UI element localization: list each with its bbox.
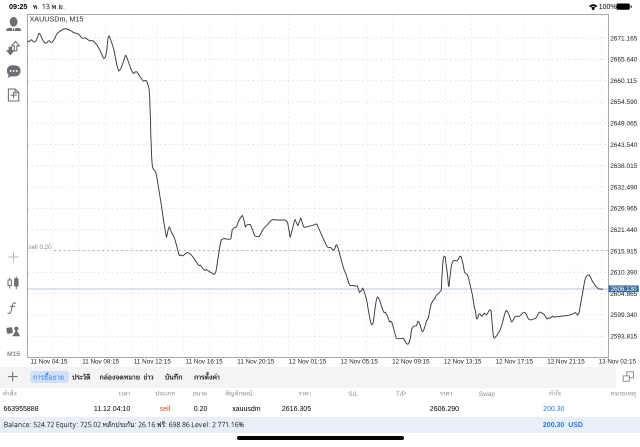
svg-text:2610.390: 2610.390 [610, 270, 637, 277]
svg-text:2654.590: 2654.590 [610, 99, 637, 106]
svg-text:2604.865: 2604.865 [610, 291, 637, 298]
svg-text:11 Nov 04:15: 11 Nov 04:15 [31, 359, 68, 366]
svg-text:12 Nov 21:15: 12 Nov 21:15 [547, 359, 585, 366]
svg-text:XAUUSDm, M15: XAUUSDm, M15 [30, 15, 84, 24]
svg-text:2671.165: 2671.165 [610, 35, 637, 42]
svg-text:2626.965: 2626.965 [610, 206, 637, 213]
svg-text:11 Nov 08:15: 11 Nov 08:15 [82, 359, 119, 366]
svg-text:11 Nov 16:15: 11 Nov 16:15 [186, 359, 223, 366]
svg-text:2649.065: 2649.065 [610, 121, 637, 128]
svg-text:2615.915: 2615.915 [610, 248, 637, 255]
svg-text:12 Nov 13:15: 12 Nov 13:15 [444, 359, 482, 366]
svg-text:2638.015: 2638.015 [610, 163, 637, 170]
svg-text:2632.490: 2632.490 [610, 184, 637, 191]
svg-text:12 Nov 17:15: 12 Nov 17:15 [496, 359, 534, 366]
svg-text:13 Nov 02:15: 13 Nov 02:15 [599, 359, 637, 366]
svg-text:12 Nov 01:15: 12 Nov 01:15 [289, 359, 327, 366]
svg-text:11 Nov 20:15: 11 Nov 20:15 [237, 359, 274, 366]
svg-text:2621.440: 2621.440 [610, 227, 637, 234]
svg-text:12 Nov 05:15: 12 Nov 05:15 [340, 359, 378, 366]
svg-text:2606.130: 2606.130 [611, 286, 637, 293]
svg-text:11 Nov 12:15: 11 Nov 12:15 [134, 359, 171, 366]
svg-text:2643.540: 2643.540 [610, 142, 637, 149]
svg-text:sell 0.20: sell 0.20 [29, 244, 53, 251]
svg-text:100%: 100% [599, 4, 617, 11]
svg-text:2599.340: 2599.340 [610, 312, 637, 319]
svg-text:09:25: 09:25 [9, 2, 27, 11]
svg-text:2665.640: 2665.640 [610, 57, 637, 64]
svg-text:12 Nov 09:15: 12 Nov 09:15 [392, 359, 430, 366]
svg-text:2660.115: 2660.115 [610, 78, 637, 85]
svg-text:2593.815: 2593.815 [610, 334, 637, 341]
svg-text:M15: M15 [7, 351, 20, 358]
